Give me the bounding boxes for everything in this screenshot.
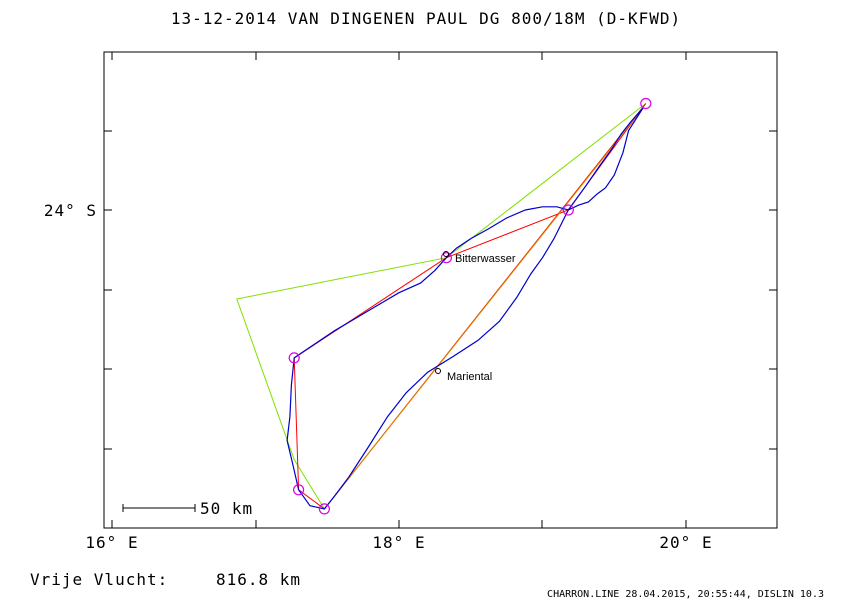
axis-ticks xyxy=(104,52,777,528)
x-tick-20e: 20° E xyxy=(659,533,712,552)
scale-bar xyxy=(122,504,196,512)
map-frame xyxy=(103,51,778,529)
turnpoint-marker-2 xyxy=(562,204,574,216)
x-tick-18e: 18° E xyxy=(372,533,425,552)
turnpoints xyxy=(288,97,652,515)
map-title: 13-12-2014 VAN DINGENEN PAUL DG 800/18M … xyxy=(171,9,681,28)
x-tick-16e: 16° E xyxy=(85,533,138,552)
place-mariental: Mariental xyxy=(447,371,492,383)
y-tick-24s: 24° S xyxy=(44,201,97,220)
turnpoint-marker-4 xyxy=(288,352,300,364)
credit-line: CHARRON.LINE 28.04.2015, 20:55:44, DISLI… xyxy=(547,589,824,600)
distance-value: 816.8 km xyxy=(216,570,301,589)
place-bitterwasser: Bitterwasser xyxy=(455,253,516,265)
distance-label: Vrije Vlucht: xyxy=(30,570,168,589)
bitterwasser-marker xyxy=(443,251,449,257)
turnpoint-marker-3 xyxy=(440,252,452,264)
turnpoint-marker-6 xyxy=(318,503,330,515)
scale-bar-label: 50 km xyxy=(200,499,253,518)
mariental-marker xyxy=(435,368,441,374)
route-green-line xyxy=(236,103,647,510)
route-orange-line xyxy=(324,107,644,510)
task-routes xyxy=(236,103,647,510)
route-red-line xyxy=(293,103,647,510)
turnpoint-marker-5 xyxy=(293,484,305,496)
turnpoint-marker-1 xyxy=(640,97,652,110)
track-line xyxy=(286,107,644,510)
flight-track xyxy=(286,107,644,510)
